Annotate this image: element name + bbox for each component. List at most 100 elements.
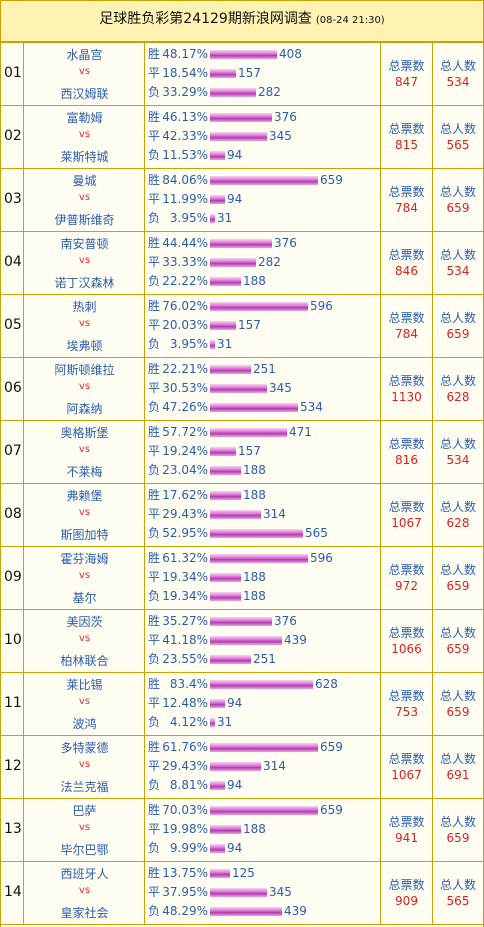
total-people-cell: 总人数 534: [433, 232, 483, 294]
total-people-value: 565: [446, 138, 470, 152]
home-team-link[interactable]: 水晶宫: [66, 48, 103, 62]
match-number: 04: [4, 254, 22, 270]
draw-percent: 37.95%: [162, 885, 208, 899]
away-team-link[interactable]: 埃弗顿: [66, 339, 103, 353]
win-percent: 61.32%: [162, 551, 208, 565]
away-team-link[interactable]: 基尔: [72, 591, 97, 605]
home-team-link[interactable]: 多特蒙德: [60, 741, 109, 755]
away-team-link[interactable]: 柏林联合: [60, 654, 109, 668]
loss-count: 565: [305, 526, 328, 540]
draw-count: 188: [243, 570, 266, 584]
win-line: 胜 35.27% 376: [148, 613, 297, 629]
total-votes-label: 总票数: [388, 563, 425, 577]
loss-count: 251: [253, 652, 276, 666]
away-team-link[interactable]: 伊普斯维奇: [54, 213, 115, 227]
loss-label: 负: [148, 526, 161, 540]
draw-label: 平: [148, 822, 161, 836]
away-team-link[interactable]: 阿森纳: [66, 402, 103, 416]
draw-line: 平 19.98% 188: [148, 821, 266, 837]
home-team-link[interactable]: 南安普顿: [60, 237, 109, 251]
draw-line: 平 20.03% 157: [148, 317, 261, 333]
draw-percent: 19.24%: [162, 444, 208, 458]
draw-label: 平: [148, 129, 161, 143]
vs-label: vs: [78, 633, 91, 644]
total-votes-value: 816: [395, 453, 418, 467]
draw-percent: 18.54%: [162, 66, 208, 80]
loss-bar: [210, 718, 215, 727]
win-percent: 46.13%: [162, 110, 208, 124]
draw-bar: [210, 195, 225, 204]
win-label: 胜: [148, 110, 161, 124]
home-team-link[interactable]: 奥格斯堡: [60, 426, 109, 440]
vote-bars-cell: 胜 84.06% 659 平 11.99% 94 负 3.95% 31: [145, 169, 381, 231]
win-count: 376: [274, 614, 297, 628]
win-percent: 57.72%: [162, 425, 208, 439]
home-team-link[interactable]: 美因茨: [66, 615, 103, 629]
away-team-link[interactable]: 波鸿: [72, 717, 97, 731]
win-label: 胜: [148, 488, 161, 502]
loss-label: 负: [148, 715, 161, 729]
match-row: 08 弗赖堡 vs 斯图加特 胜 17.62% 188 平 29.43% 314 负 52.95% 56…: [1, 484, 483, 547]
home-team-link[interactable]: 热刺: [72, 300, 97, 314]
loss-count: 188: [243, 274, 266, 288]
vote-bars-cell: 胜 76.02% 596 平 20.03% 157 负 3.95% 31: [145, 295, 381, 357]
away-team-link[interactable]: 斯图加特: [60, 528, 109, 542]
teams-cell: 奥格斯堡 vs 不莱梅: [24, 421, 145, 483]
win-percent: 22.21%: [162, 362, 208, 376]
vote-bars-cell: 胜 22.21% 251 平 30.53% 345 负 47.26% 534: [145, 358, 381, 420]
match-row: 03 曼城 vs 伊普斯维奇 胜 84.06% 659 平 11.99% 94 负 3.95% 31 总票…: [1, 169, 483, 232]
away-team-link[interactable]: 莱斯特城: [60, 150, 109, 164]
match-number: 09: [4, 569, 22, 585]
loss-percent: 52.95%: [162, 526, 208, 540]
page-title: 足球胜负彩第24129期新浪网调查 (08-24 21:30): [1, 1, 483, 43]
loss-line: 负 48.29% 439: [148, 903, 307, 919]
away-team-link[interactable]: 毕尔巴鄂: [60, 843, 109, 857]
teams-cell: 多特蒙德 vs 法兰克福: [24, 736, 145, 798]
draw-count: 188: [243, 822, 266, 836]
match-number: 06: [4, 380, 22, 396]
match-number-cell: 06: [1, 358, 24, 420]
away-team-link[interactable]: 诺丁汉森林: [54, 276, 115, 290]
draw-count: 157: [238, 66, 261, 80]
loss-label: 负: [148, 778, 161, 792]
win-label: 胜: [148, 425, 161, 439]
match-number: 12: [4, 758, 22, 774]
vote-bars-cell: 胜 44.44% 376 平 33.33% 282 负 22.22% 188: [145, 232, 381, 294]
total-votes-label: 总票数: [388, 500, 425, 514]
home-team-link[interactable]: 曼城: [72, 174, 97, 188]
match-row: 14 西班牙人 vs 皇家社会 胜 13.75% 125 平 37.95% 345 负 48.29% 4…: [1, 862, 483, 925]
draw-percent: 29.43%: [162, 507, 208, 521]
match-row: 12 多特蒙德 vs 法兰克福 胜 61.76% 659 平 29.43% 314 负 8.81% 94…: [1, 736, 483, 799]
away-team-link[interactable]: 不莱梅: [66, 465, 103, 479]
win-percent: 84.06%: [162, 173, 208, 187]
vs-label: vs: [78, 255, 91, 266]
draw-count: 94: [227, 696, 243, 710]
home-team-link[interactable]: 霍芬海姆: [60, 552, 109, 566]
total-people-cell: 总人数 565: [433, 862, 483, 924]
away-team-link[interactable]: 西汉姆联: [60, 87, 109, 101]
vote-bars-cell: 胜 46.13% 376 平 42.33% 345 负 11.53% 94: [145, 106, 381, 168]
vote-bars-cell: 胜 70.03% 659 平 19.98% 188 负 9.99% 94: [145, 799, 381, 861]
home-team-link[interactable]: 西班牙人: [60, 867, 109, 881]
draw-bar: [210, 888, 267, 897]
home-team-link[interactable]: 富勒姆: [66, 111, 103, 125]
win-bar: [210, 365, 251, 374]
match-number-cell: 13: [1, 799, 24, 861]
away-team-link[interactable]: 法兰克福: [60, 780, 109, 794]
away-team-link[interactable]: 皇家社会: [60, 906, 109, 920]
total-votes-value: 909: [395, 894, 418, 908]
total-people-cell: 总人数 628: [433, 358, 483, 420]
draw-percent: 30.53%: [162, 381, 208, 395]
total-votes-cell: 总票数 1067: [381, 484, 433, 546]
home-team-link[interactable]: 莱比锡: [66, 678, 103, 692]
win-bar: [210, 428, 287, 437]
draw-count: 94: [227, 192, 243, 206]
loss-line: 负 9.99% 94: [148, 840, 242, 856]
win-bar: [210, 806, 318, 815]
home-team-link[interactable]: 巴萨: [72, 804, 97, 818]
total-people-cell: 总人数 565: [433, 106, 483, 168]
win-line: 胜 76.02% 596: [148, 298, 333, 314]
home-team-link[interactable]: 阿斯顿维拉: [54, 363, 115, 377]
loss-bar: [210, 88, 256, 97]
home-team-link[interactable]: 弗赖堡: [66, 489, 103, 503]
